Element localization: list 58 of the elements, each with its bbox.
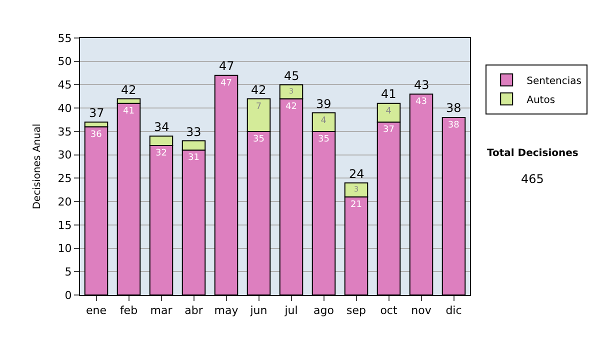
text: Total Decisiones bbox=[487, 148, 578, 159]
x-tick-label: sep bbox=[346, 304, 366, 318]
x-tick-label: may bbox=[214, 304, 239, 318]
y-tick-label: 20 bbox=[58, 195, 72, 208]
y-axis-title: Decisiones Anual bbox=[32, 124, 43, 210]
data-label: 3 bbox=[288, 86, 294, 96]
data-label: 35 bbox=[318, 134, 330, 144]
total-label: 42 bbox=[251, 83, 266, 97]
x-tick-label: dic bbox=[446, 304, 462, 318]
y-tick-label: 0 bbox=[64, 288, 72, 302]
x-tick-label: mar bbox=[150, 304, 173, 318]
data-label: 3 bbox=[354, 184, 359, 194]
y-tick-label: 25 bbox=[58, 172, 72, 186]
y-tick-label: 45 bbox=[58, 78, 72, 92]
legend-label: Sentencias bbox=[526, 76, 582, 87]
data-label: 31 bbox=[188, 153, 200, 164]
legend-label: Autos bbox=[526, 94, 556, 106]
data-label: 43 bbox=[416, 97, 427, 108]
data-label: 38 bbox=[448, 120, 460, 130]
x-tick-label: abr bbox=[184, 304, 204, 318]
total-label: 39 bbox=[316, 97, 332, 111]
x-tick-label: oct bbox=[380, 304, 398, 318]
y-tick-label: 35 bbox=[58, 125, 72, 138]
y-tick-label: 10 bbox=[58, 242, 72, 256]
data-label: 41 bbox=[123, 106, 134, 116]
data-label: 4 bbox=[320, 116, 327, 126]
text: 465 bbox=[521, 172, 544, 186]
x-tick-label: feb bbox=[120, 304, 138, 318]
data-label: 32 bbox=[156, 148, 167, 158]
x-tick-label: jul bbox=[284, 304, 298, 318]
x-tick-label: ene bbox=[86, 304, 107, 318]
total-label: 45 bbox=[284, 69, 300, 83]
y-tick-label: 55 bbox=[58, 32, 72, 45]
total-label: 41 bbox=[381, 87, 396, 101]
data-label: 7 bbox=[256, 102, 262, 112]
data-label: 47 bbox=[220, 78, 232, 88]
y-tick-label: 40 bbox=[58, 102, 72, 115]
data-label: 21 bbox=[350, 200, 362, 210]
total-label: 42 bbox=[121, 83, 136, 97]
total-label: 24 bbox=[349, 167, 364, 181]
data-label: 42 bbox=[286, 102, 297, 112]
data-label: 37 bbox=[383, 125, 394, 136]
data-label: 4 bbox=[386, 106, 392, 116]
data-label: 36 bbox=[90, 130, 102, 140]
y-tick-label: 15 bbox=[58, 218, 72, 232]
data-label: 35 bbox=[253, 134, 264, 144]
total-label: 38 bbox=[446, 101, 462, 115]
total-label: 37 bbox=[89, 106, 104, 120]
total-label: 34 bbox=[154, 120, 170, 134]
y-tick-label: 50 bbox=[58, 55, 72, 68]
total-label: 33 bbox=[186, 125, 202, 139]
total-label: 43 bbox=[414, 78, 430, 92]
x-tick-label: nov bbox=[411, 304, 432, 318]
y-tick-label: 5 bbox=[64, 265, 72, 278]
y-tick-label: 30 bbox=[58, 148, 72, 162]
x-tick-label: ago bbox=[314, 304, 334, 318]
total-label: 47 bbox=[219, 59, 234, 73]
x-tick-label: jun bbox=[249, 304, 268, 318]
